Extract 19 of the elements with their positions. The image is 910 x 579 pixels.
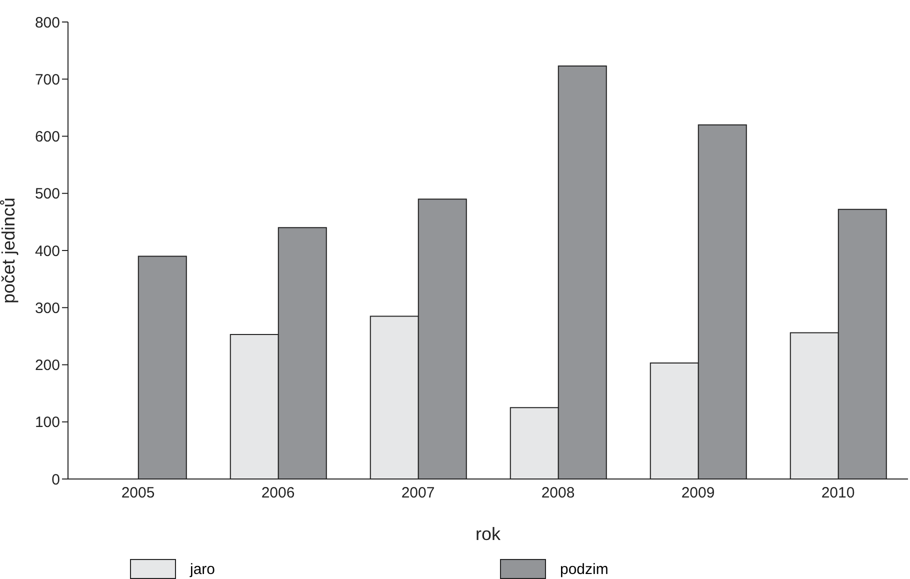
x-axis-title: rok [475, 524, 502, 544]
x-tick-label: 2009 [681, 484, 715, 502]
legend-label: jaro [190, 560, 216, 578]
y-tick-label: 0 [52, 471, 60, 488]
y-tick-label: 500 [34, 186, 60, 203]
x-tick-label: 2006 [261, 484, 295, 502]
x-tick-label: 2005 [121, 484, 155, 502]
y-tick-label: 800 [34, 14, 60, 32]
y-tick-label: 600 [34, 128, 60, 146]
y-tick-label: 400 [34, 242, 60, 260]
y-axis-title: počet jedinců [0, 197, 18, 304]
y-tick-label: 300 [34, 300, 60, 317]
legend-label: podzim [560, 560, 608, 578]
x-tick-label: 2008 [541, 484, 575, 502]
x-tick-label: 2010 [821, 484, 855, 502]
y-tick-label: 700 [34, 71, 60, 88]
x-tick-label: 2007 [401, 484, 435, 502]
y-tick-label: 200 [34, 357, 60, 374]
y-tick-label: 100 [34, 414, 60, 432]
